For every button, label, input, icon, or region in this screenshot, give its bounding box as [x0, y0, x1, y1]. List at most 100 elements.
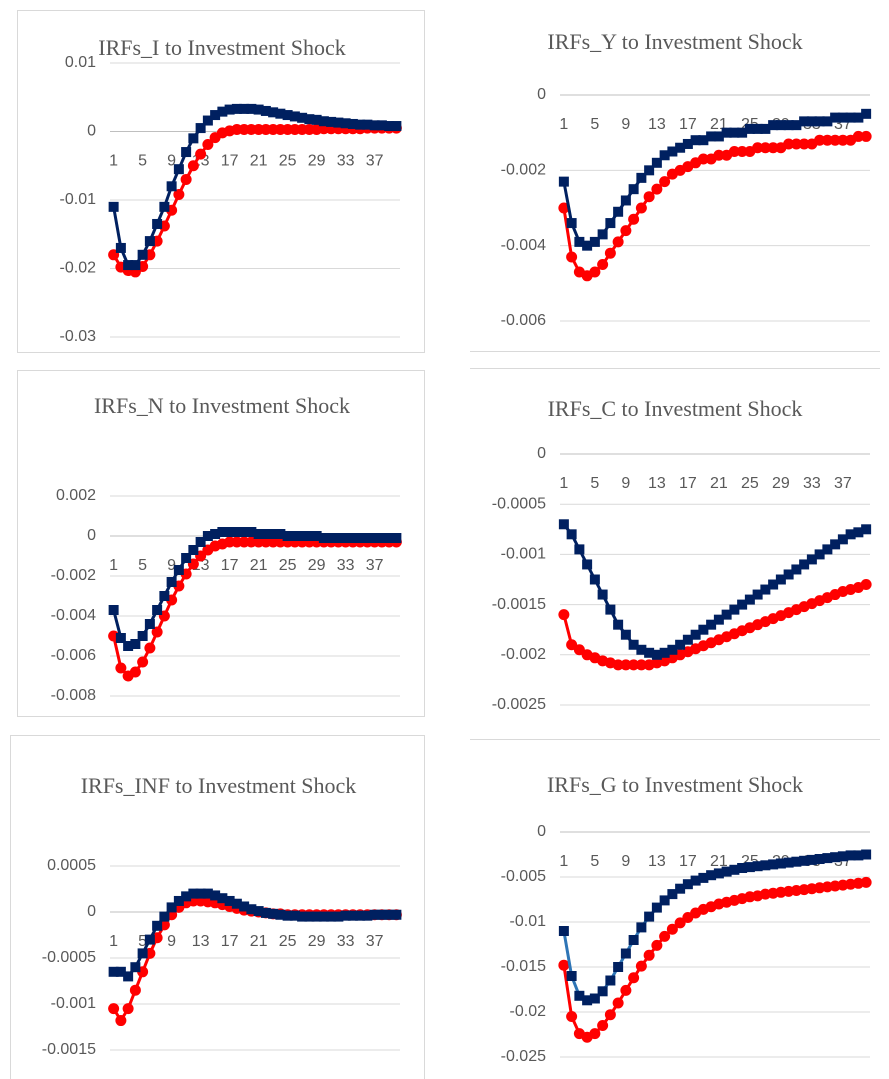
- marker: [376, 120, 387, 131]
- marker: [202, 139, 214, 151]
- marker: [814, 854, 825, 864]
- chart-panel: IRFs_N to Investment Shock: [17, 370, 425, 717]
- y-tick-label: -0.0005: [492, 495, 546, 512]
- marker: [566, 251, 578, 263]
- marker: [202, 115, 213, 126]
- marker: [333, 911, 344, 922]
- y-tick-label: 0: [537, 445, 546, 462]
- marker: [744, 594, 755, 605]
- x-tick-label: 33: [337, 933, 355, 950]
- marker: [620, 225, 632, 237]
- marker: [210, 110, 221, 121]
- marker: [752, 861, 763, 872]
- x-tick-label: 37: [366, 153, 384, 170]
- marker: [188, 545, 199, 555]
- x-tick-label: 33: [337, 153, 355, 170]
- x-tick-label: 1: [109, 933, 118, 950]
- marker: [799, 559, 810, 570]
- marker: [362, 119, 373, 130]
- x-tick-label: 29: [772, 475, 790, 492]
- x-tick-label: 17: [221, 153, 239, 170]
- marker: [151, 626, 163, 638]
- marker: [752, 123, 763, 134]
- x-tick-label: 21: [250, 557, 268, 574]
- marker: [130, 639, 141, 649]
- marker: [231, 898, 242, 909]
- marker: [853, 850, 864, 861]
- marker: [130, 260, 141, 271]
- marker: [682, 634, 693, 645]
- marker: [791, 856, 802, 867]
- marker: [605, 604, 616, 615]
- marker: [108, 966, 119, 977]
- marker: [721, 609, 732, 620]
- marker: [852, 130, 864, 142]
- marker: [115, 966, 126, 977]
- x-tick-label: 25: [741, 475, 759, 492]
- y-tick-label: -0.006: [51, 647, 96, 664]
- x-tick-label: 9: [621, 853, 630, 870]
- marker: [860, 876, 872, 888]
- marker: [362, 533, 373, 543]
- marker: [729, 604, 740, 615]
- x-tick-label: 13: [648, 853, 666, 870]
- marker: [620, 659, 632, 671]
- marker: [311, 531, 322, 541]
- marker: [729, 127, 740, 138]
- marker: [589, 236, 600, 247]
- y-tick-label: 0: [87, 903, 96, 920]
- marker: [123, 260, 134, 271]
- y-tick-label: -0.03: [60, 328, 97, 345]
- marker: [574, 990, 585, 1001]
- marker: [860, 579, 872, 591]
- marker: [202, 888, 213, 899]
- x-tick-label: 13: [648, 475, 666, 492]
- y-tick-label: 0: [87, 123, 96, 140]
- marker: [297, 531, 308, 541]
- marker: [566, 971, 577, 981]
- marker: [260, 907, 271, 918]
- marker: [246, 527, 257, 537]
- chart-title: IRFs_N to Investment Shock: [93, 393, 351, 418]
- marker: [122, 1003, 134, 1015]
- y-tick-label: -0.01: [60, 191, 97, 208]
- marker: [760, 584, 771, 595]
- x-tick-label: 37: [366, 557, 384, 574]
- marker: [289, 111, 300, 122]
- marker: [791, 564, 802, 575]
- marker: [605, 975, 616, 986]
- x-tick-label: 29: [308, 153, 326, 170]
- marker: [239, 527, 250, 537]
- marker: [159, 591, 170, 601]
- marker: [628, 184, 639, 195]
- marker: [246, 904, 257, 915]
- marker: [651, 939, 663, 951]
- x-tick-label: 1: [559, 853, 568, 870]
- marker: [853, 112, 864, 123]
- marker: [217, 106, 228, 117]
- marker: [137, 656, 149, 668]
- marker: [566, 529, 577, 540]
- marker: [166, 902, 177, 913]
- x-tick-label: 1: [559, 475, 568, 492]
- x-tick-label: 33: [337, 557, 355, 574]
- marker: [391, 533, 402, 543]
- marker: [384, 121, 395, 132]
- marker: [347, 533, 358, 543]
- y-tick-label: -0.002: [501, 162, 546, 179]
- marker: [260, 105, 271, 116]
- marker: [713, 614, 724, 625]
- marker: [636, 172, 647, 183]
- marker: [713, 149, 725, 161]
- marker: [651, 157, 662, 168]
- y-tick-label: -0.0005: [42, 949, 96, 966]
- marker: [144, 642, 156, 654]
- marker: [628, 972, 640, 984]
- marker: [202, 531, 213, 541]
- y-tick-label: 0.0005: [47, 857, 96, 874]
- marker: [667, 644, 678, 655]
- marker: [659, 176, 671, 188]
- chart-panel: IRFs_C to Investment Shock: [470, 368, 880, 740]
- marker: [775, 858, 786, 869]
- marker: [355, 910, 366, 921]
